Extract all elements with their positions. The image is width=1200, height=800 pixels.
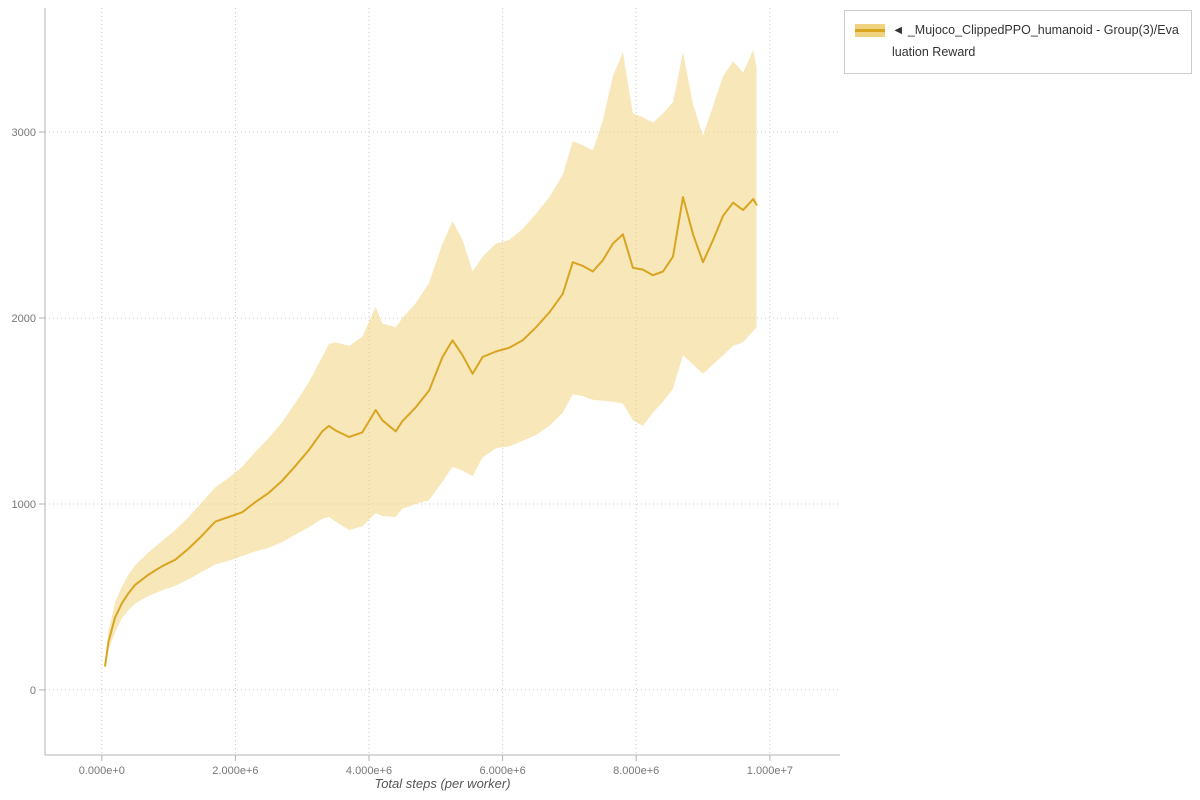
x-tick-label: 2.000e+6 [212, 765, 258, 777]
legend[interactable]: ◄ _Mujoco_ClippedPPO_humanoid - Group(3)… [844, 10, 1192, 74]
y-tick-label: 2000 [12, 313, 36, 325]
legend-label: ◄ _Mujoco_ClippedPPO_humanoid - Group(3)… [892, 23, 1179, 59]
legend-line-icon [855, 29, 885, 32]
x-tick-label: 4.000e+6 [346, 765, 392, 777]
x-axis-title: Total steps (per worker) [374, 776, 511, 791]
mean-reward-line [104, 196, 758, 667]
y-tick-label: 0 [30, 685, 36, 697]
y-tick-label: 1000 [12, 499, 36, 511]
legend-swatch [855, 24, 885, 37]
x-tick-label: 0.000e+0 [79, 765, 125, 777]
y-tick-label: 3000 [12, 127, 36, 139]
x-tick-label: 6.000e+6 [480, 765, 526, 777]
x-tick-label: 8.000e+6 [613, 765, 659, 777]
std-band [105, 50, 757, 670]
x-tick-label: 1.000e+7 [747, 765, 793, 777]
